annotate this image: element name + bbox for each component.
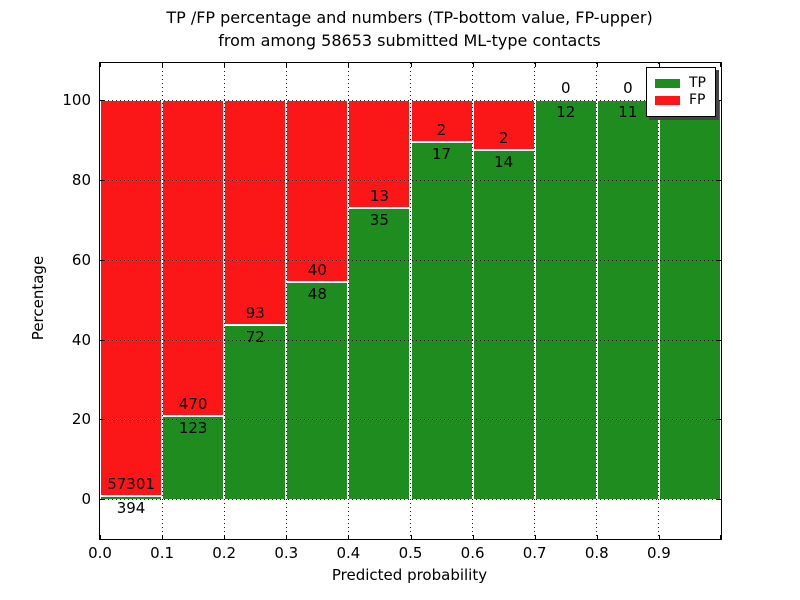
fp-count-label: 0	[623, 79, 633, 98]
bar-segment-tp	[658, 100, 721, 499]
bar-segment-tp	[224, 325, 287, 499]
bar-segment-fp	[224, 100, 287, 326]
y-axis-label: Percentage	[29, 255, 47, 341]
x-tick-label: 0.0	[88, 544, 112, 562]
x-tick-mark	[286, 535, 288, 539]
bar-segment-tp	[472, 150, 535, 499]
x-tick-mark	[410, 535, 412, 539]
fp-count-label: 2	[498, 129, 509, 148]
bar-segment-tp	[410, 142, 473, 499]
x-tick-label: 0.7	[522, 544, 547, 562]
chart-title: TP /FP percentage and numbers (TP-bottom…	[99, 6, 720, 52]
x-tick-mark	[348, 535, 350, 539]
y-tick-label: 0	[81, 490, 91, 508]
grid-line-horizontal	[100, 499, 721, 500]
y-tick-mark	[100, 259, 104, 261]
y-tick-label: 60	[71, 250, 91, 269]
bar-segment-fp	[162, 100, 225, 417]
tp-count-label: 12	[556, 103, 576, 122]
fp-count-label: 13	[369, 187, 389, 206]
tp-count-label: 11	[618, 103, 638, 122]
plot-area: 57301 394 470 123 93 72 40 48 13 35 2 17 2 14 0 12 0 11 0 6…	[62, 62, 722, 561]
x-tick-label: 0.3	[274, 544, 299, 562]
legend: TP FP	[646, 67, 716, 117]
x-tick-mark	[224, 63, 226, 67]
fp-count-label: 93	[245, 304, 265, 323]
legend-row: FP	[655, 93, 706, 108]
x-tick-label: 0.8	[584, 544, 609, 562]
tp-count-label: 72	[245, 328, 265, 347]
legend-row: TP	[655, 76, 706, 91]
legend-label: FP	[689, 92, 706, 108]
tp-count-label: 35	[369, 211, 389, 230]
fp-count-label: 470	[178, 395, 208, 414]
x-tick-label: 0.6	[460, 544, 485, 562]
x-tick-mark	[162, 535, 164, 539]
x-tick-mark	[472, 63, 474, 67]
bar-segment-tp	[162, 416, 225, 499]
y-tick-label: 20	[71, 410, 91, 429]
y-tick-mark	[100, 339, 104, 341]
bar-segment-fp	[100, 100, 163, 497]
fp-count-label: 2	[436, 121, 447, 140]
x-tick-mark	[534, 535, 536, 539]
chart-title-line1: TP /FP percentage and numbers (TP-bottom…	[166, 8, 653, 27]
x-tick-label: 0.4	[336, 544, 361, 562]
y-tick-mark	[100, 100, 104, 102]
x-tick-mark	[534, 63, 536, 67]
x-tick-label: 0.1	[150, 544, 175, 562]
y-tick-mark	[100, 180, 104, 182]
y-tick-label: 100	[62, 91, 91, 110]
x-axis-label: Predicted probability	[331, 566, 488, 584]
tp-count-label: 17	[432, 145, 452, 164]
bar-segment-tp	[286, 281, 349, 499]
x-tick-mark	[162, 63, 164, 67]
chart-title-line2: from among 58653 submitted ML-type conta…	[218, 31, 601, 50]
tp-count-label: 394	[116, 499, 146, 518]
y-tick-mark	[100, 419, 104, 421]
x-tick-mark	[596, 63, 598, 67]
x-tick-mark	[658, 63, 660, 67]
y-tick-mark	[717, 419, 721, 421]
bar-segment-fp	[348, 100, 411, 209]
bar-segment-tp	[534, 100, 597, 499]
tp-count-label: 123	[178, 419, 208, 438]
x-tick-mark	[100, 535, 101, 539]
x-tick-mark	[224, 535, 226, 539]
bar-segment-tp	[100, 496, 163, 499]
fp-count-label: 40	[307, 260, 327, 279]
tp-count-label: 48	[307, 284, 327, 303]
y-tick-mark	[717, 259, 721, 261]
x-tick-label: 0.5	[398, 544, 423, 562]
x-tick-mark	[658, 535, 660, 539]
y-tick-mark	[717, 100, 721, 102]
y-tick-mark	[717, 499, 721, 500]
x-tick-label: 0.2	[212, 544, 237, 562]
x-tick-mark	[720, 63, 721, 67]
legend-label: TP	[689, 75, 706, 91]
fp-legend-swatch	[655, 96, 680, 105]
fp-count-label: 0	[560, 79, 571, 98]
bar-segment-tp	[348, 208, 411, 499]
y-tick-label: 80	[71, 171, 91, 190]
x-tick-mark	[472, 535, 474, 539]
tp-legend-swatch	[655, 79, 680, 88]
y-tick-mark	[717, 180, 721, 182]
x-tick-mark	[720, 535, 721, 539]
x-tick-mark	[410, 63, 412, 67]
y-tick-label: 40	[71, 330, 91, 349]
x-tick-label: 0.9	[646, 544, 671, 562]
x-tick-mark	[596, 535, 598, 539]
y-tick-mark	[717, 339, 721, 341]
x-tick-mark	[348, 63, 350, 67]
x-tick-mark	[286, 63, 288, 67]
tp-count-label: 14	[494, 153, 514, 172]
x-tick-mark	[100, 63, 101, 67]
bar-segment-tp	[596, 100, 659, 499]
bar-segment-fp	[286, 100, 349, 282]
fp-count-label: 57301	[107, 475, 155, 494]
